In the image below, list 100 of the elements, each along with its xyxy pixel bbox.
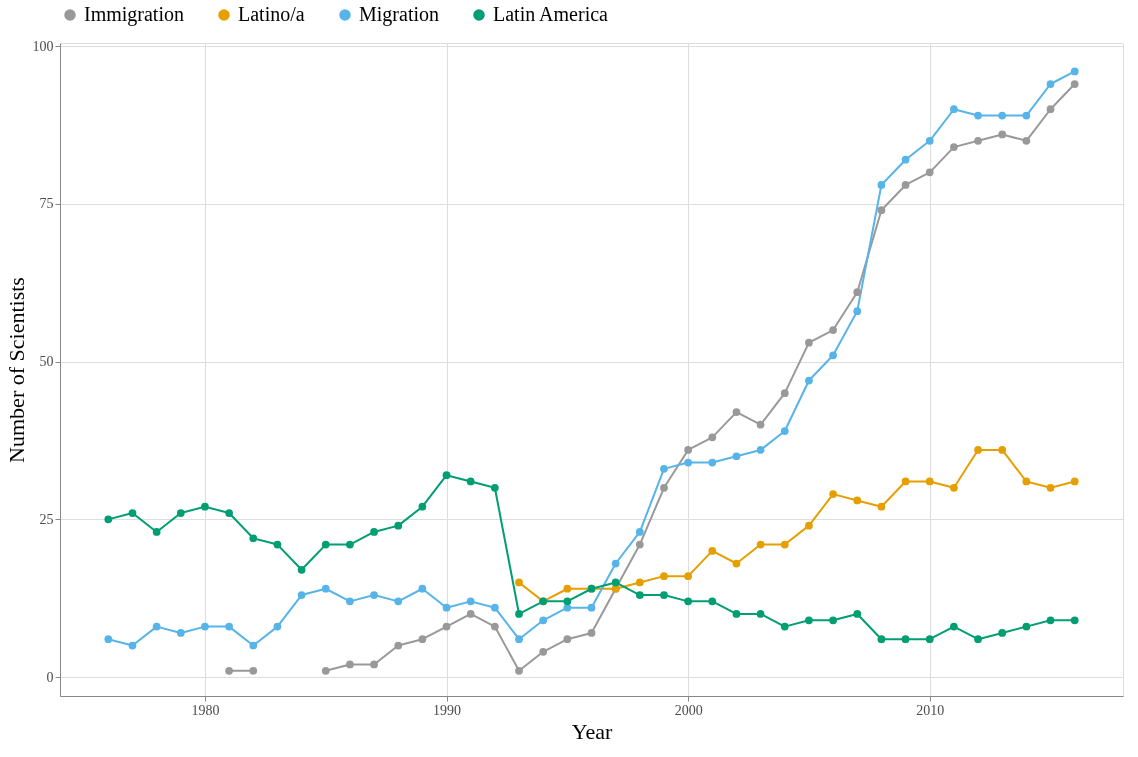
point (1022, 136, 1031, 145)
point (587, 629, 596, 637)
point (732, 610, 741, 618)
point (225, 509, 233, 517)
point (708, 458, 717, 467)
point (805, 616, 813, 625)
point (853, 496, 862, 505)
point (732, 452, 741, 461)
point (176, 509, 185, 517)
point (708, 597, 717, 606)
point (249, 641, 258, 650)
point (684, 572, 693, 580)
point (780, 427, 789, 435)
point (201, 622, 209, 631)
point (950, 143, 958, 151)
legend-label: Latino/a (238, 3, 305, 25)
point (104, 635, 113, 644)
y-tick-label: 50 (39, 354, 54, 370)
point (515, 666, 523, 675)
point (1070, 477, 1079, 486)
point (780, 540, 789, 549)
point (394, 521, 403, 530)
point (346, 540, 354, 549)
point (684, 446, 693, 454)
y-tick-label: 75 (39, 196, 54, 212)
x-tick-label: 1980 (191, 702, 220, 718)
point (998, 446, 1007, 454)
point (563, 635, 572, 644)
point (974, 635, 982, 644)
point (756, 610, 765, 618)
point (974, 111, 982, 120)
point (611, 578, 620, 587)
point (442, 471, 451, 480)
point (684, 458, 693, 467)
point (1046, 80, 1055, 88)
point (853, 610, 862, 618)
point (225, 666, 233, 675)
point (732, 559, 741, 568)
point (998, 111, 1007, 120)
point (635, 528, 644, 536)
point (732, 408, 741, 416)
point (974, 136, 982, 145)
point (515, 610, 523, 618)
point (877, 181, 886, 189)
point (1070, 80, 1079, 88)
point (563, 603, 572, 612)
point (321, 584, 330, 593)
point (249, 534, 258, 543)
point (490, 622, 499, 631)
point (515, 635, 523, 644)
point (925, 635, 934, 644)
point (660, 572, 668, 580)
point (442, 603, 451, 612)
point (901, 155, 910, 164)
point (950, 105, 958, 114)
point (756, 446, 765, 454)
x-tick-label: 2010 (916, 702, 945, 718)
point (829, 326, 837, 334)
point (515, 578, 523, 587)
point (346, 597, 354, 606)
point (877, 502, 886, 511)
point (998, 629, 1007, 637)
point (925, 136, 934, 145)
point (152, 528, 161, 536)
point (901, 635, 910, 644)
y-tick-label: 0 (46, 669, 54, 685)
point (370, 660, 378, 669)
legend-label: Latin America (493, 3, 609, 25)
point (466, 597, 475, 606)
point (128, 509, 137, 517)
point (297, 565, 306, 574)
point (418, 584, 427, 593)
point (805, 521, 813, 530)
point (660, 465, 668, 473)
y-tick-label: 100 (32, 38, 54, 54)
point (490, 483, 499, 492)
point (539, 616, 548, 625)
point (563, 584, 572, 593)
point (925, 168, 934, 177)
legend-label: Immigration (84, 3, 184, 26)
point (1046, 616, 1055, 625)
point (394, 641, 403, 650)
x-axis-title: Year (571, 718, 613, 744)
point (974, 446, 982, 454)
point (780, 622, 789, 631)
point (539, 647, 548, 656)
point (998, 130, 1007, 139)
point (1070, 67, 1079, 76)
point (877, 635, 886, 644)
x-tick-label: 1990 (433, 702, 462, 718)
point (418, 635, 427, 644)
point (249, 666, 258, 675)
point (370, 528, 378, 536)
point (225, 622, 233, 631)
point (346, 660, 354, 669)
point (273, 540, 282, 549)
point (1022, 477, 1031, 486)
point (394, 597, 403, 606)
point (176, 629, 185, 637)
point (950, 483, 958, 492)
